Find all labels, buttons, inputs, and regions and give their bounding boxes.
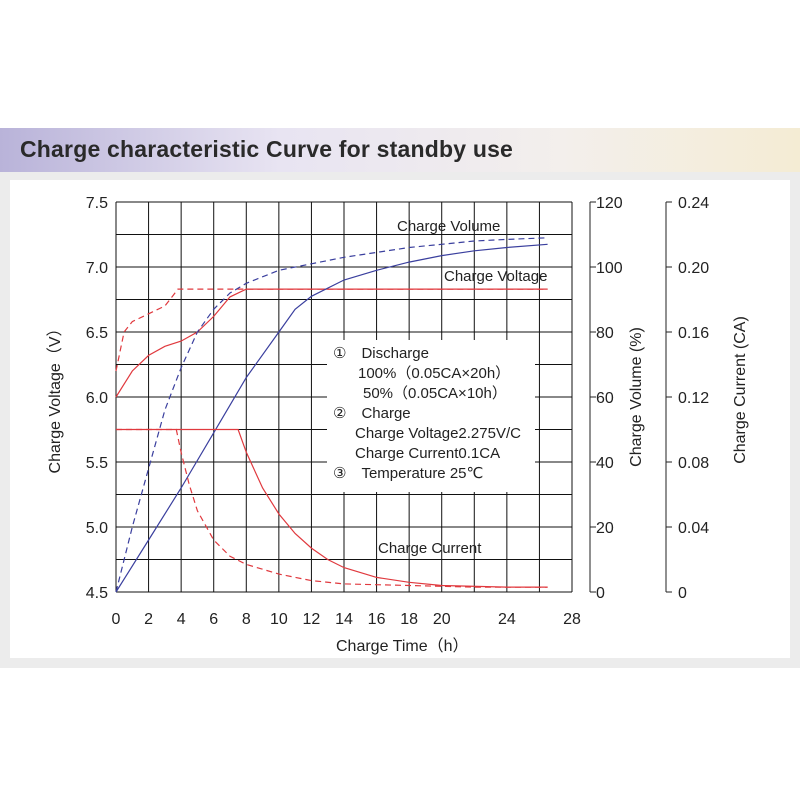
voltage-tick-label: 4.5	[86, 585, 108, 602]
volume-tick-label: 40	[596, 455, 614, 472]
voltage-tick-label: 6.5	[86, 325, 108, 342]
x-tick-label: 18	[400, 611, 418, 628]
volume-tick-label: 20	[596, 520, 614, 537]
voltage-curve-dashed	[115, 288, 548, 372]
volume-curve-dashed	[115, 237, 548, 593]
x-tick-label: 10	[270, 611, 288, 628]
x-tick-label: 12	[303, 611, 321, 628]
current-curve-solid	[116, 428, 548, 588]
voltage-curve-solid	[115, 288, 548, 398]
charge-voltage-label: Charge Voltage	[444, 268, 547, 285]
x-tick-label: 2	[144, 611, 153, 628]
x-tick-label: 6	[209, 611, 218, 628]
note-discharge: ① Discharge	[333, 345, 429, 362]
voltage-tick-label: 5.0	[86, 520, 108, 537]
current-tick-label: 0.20	[678, 260, 709, 277]
volume-tick-label: 60	[596, 390, 614, 407]
voltage-axis-title: Charge Voltage（V）	[46, 321, 64, 474]
title-band: Charge characteristic Curve for standby …	[0, 128, 800, 172]
voltage-tick-label: 5.5	[86, 455, 108, 472]
x-tick-label: 20	[433, 611, 451, 628]
x-tick-label: 0	[112, 611, 121, 628]
charge-volume-label: Charge Volume	[397, 218, 500, 235]
volume-tick-label: 80	[596, 325, 614, 342]
x-tick-label: 14	[335, 611, 353, 628]
current-axis-title: Charge Current (CA)	[732, 316, 749, 464]
note-discharge-50: 50%（0.05CA×10h）	[363, 385, 507, 402]
voltage-tick-label: 7.5	[86, 195, 108, 212]
x-tick-label: 28	[563, 611, 581, 628]
chart-title: Charge characteristic Curve for standby …	[20, 136, 514, 162]
current-curve-dashed	[116, 428, 548, 588]
voltage-tick-label: 6.0	[86, 390, 108, 407]
volume-tick-label: 0	[596, 585, 605, 602]
annotation-box	[327, 340, 535, 492]
current-tick-label: 0.08	[678, 455, 709, 472]
volume-tick-label: 120	[596, 195, 623, 212]
volume-tick-label: 100	[596, 260, 623, 277]
x-tick-label: 16	[368, 611, 386, 628]
x-tick-label: 4	[177, 611, 186, 628]
note-temperature: ③ Temperature 25℃	[333, 465, 483, 482]
current-tick-label: 0	[678, 585, 687, 602]
note-charge-current: Charge Current0.1CA	[355, 445, 500, 462]
volume-curve-solid	[115, 243, 548, 593]
current-tick-label: 0.24	[678, 195, 709, 212]
voltage-tick-label: 7.0	[86, 260, 108, 277]
note-charge-voltage: Charge Voltage2.275V/C	[355, 425, 521, 442]
x-axis-title: Charge Time（h）	[336, 637, 469, 655]
x-tick-label: 8	[242, 611, 251, 628]
volume-axis-title: Charge Volume (%)	[628, 327, 645, 467]
note-discharge-100: 100%（0.05CA×20h）	[358, 365, 510, 382]
current-tick-label: 0.12	[678, 390, 709, 407]
charge-current-label: Charge Current	[378, 540, 482, 557]
x-tick-label: 24	[498, 611, 516, 628]
current-tick-label: 0.16	[678, 325, 709, 342]
note-charge: ② Charge	[333, 405, 411, 422]
current-tick-label: 0.04	[678, 520, 709, 537]
